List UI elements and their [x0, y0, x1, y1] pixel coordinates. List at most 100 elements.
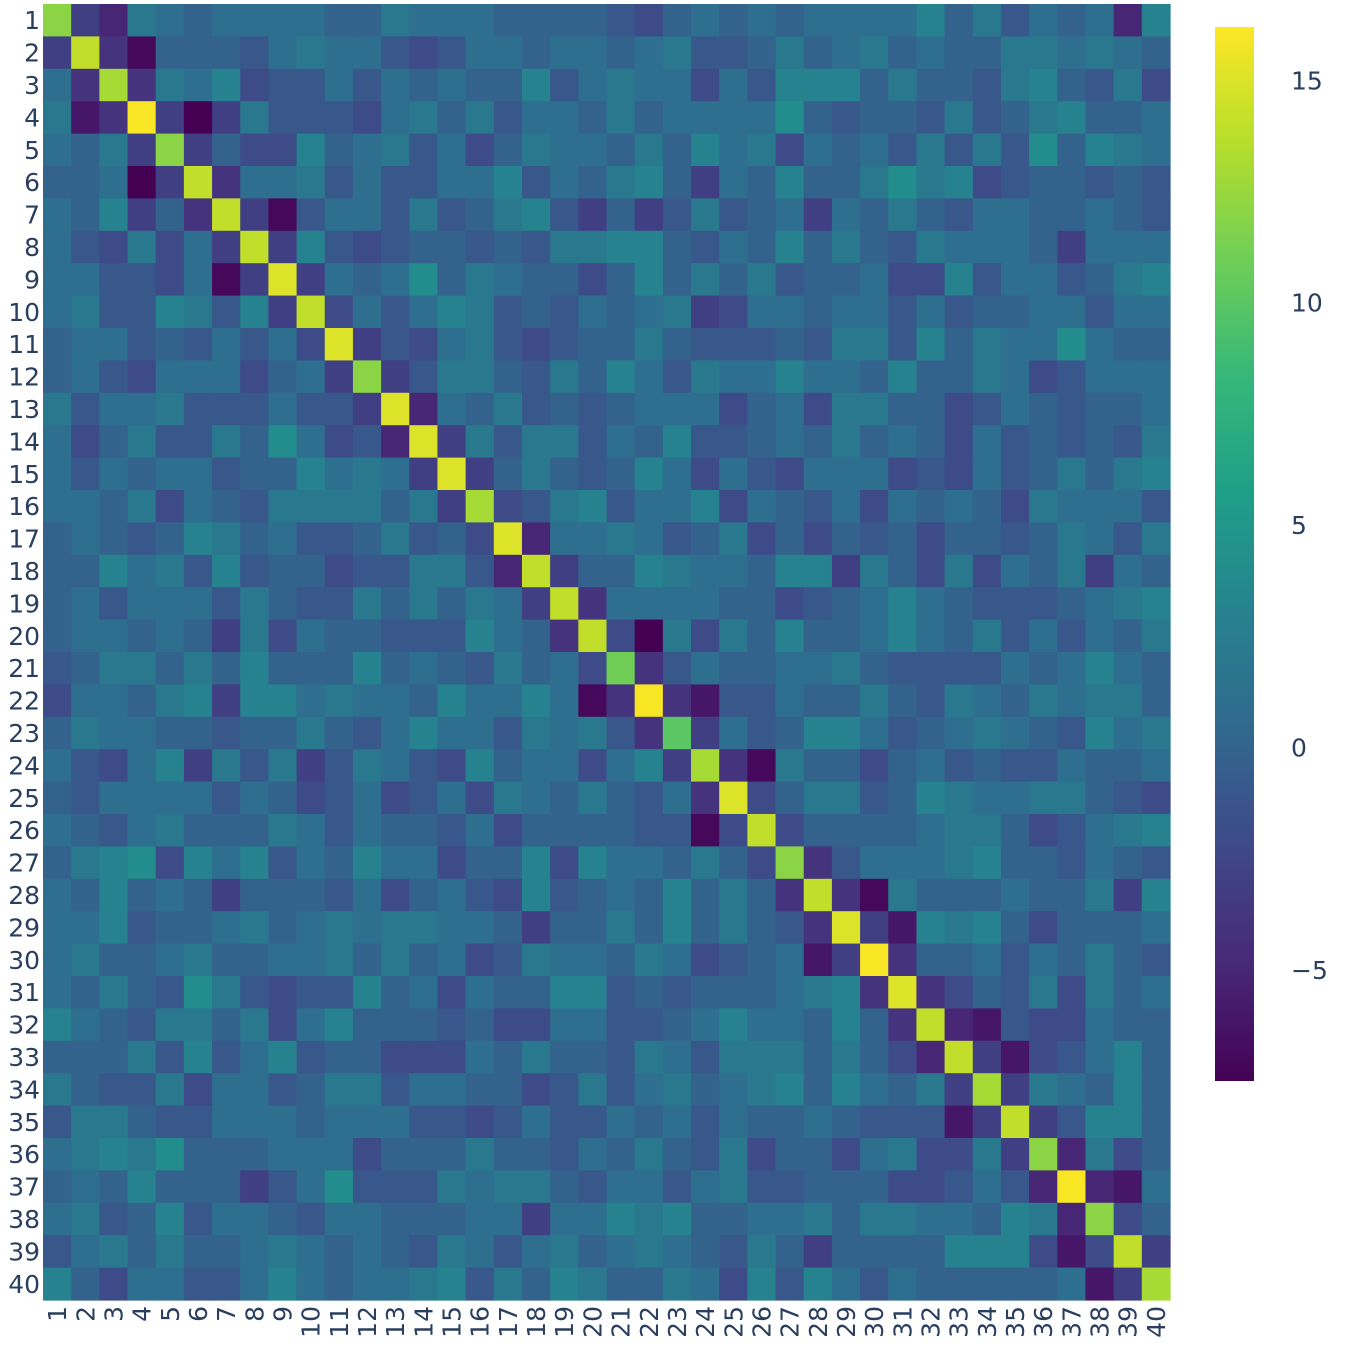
heatmap-cell — [578, 684, 608, 718]
heatmap-cell — [860, 328, 889, 361]
heatmap-cell — [662, 133, 692, 167]
heatmap-cell — [409, 684, 439, 718]
heatmap-cell — [1057, 878, 1087, 912]
heatmap-cell — [240, 263, 269, 297]
heatmap-cell — [972, 263, 1002, 297]
heatmap-cell — [409, 716, 439, 750]
heatmap-cell — [972, 295, 1002, 329]
heatmap-cell — [747, 166, 777, 199]
heatmap-cell — [465, 587, 495, 621]
heatmap-cell — [296, 263, 326, 297]
heatmap-cell — [747, 4, 777, 37]
heatmap-cell — [1141, 911, 1171, 945]
x-tick-label: 22 — [635, 1306, 664, 1338]
heatmap-cell — [1113, 749, 1143, 783]
heatmap-cell — [860, 166, 889, 199]
heatmap-cell — [409, 943, 439, 977]
heatmap-cell — [268, 230, 298, 264]
heatmap-cell — [916, 36, 946, 70]
heatmap-cell — [888, 943, 918, 977]
heatmap-cell — [1085, 328, 1115, 361]
heatmap-cell — [719, 846, 748, 880]
heatmap-cell — [521, 101, 551, 135]
heatmap-cell — [381, 911, 410, 945]
heatmap-cell — [493, 1138, 523, 1171]
y-tick-label: 19 — [8, 589, 40, 618]
heatmap-cell — [691, 101, 720, 135]
heatmap-cell — [916, 490, 946, 523]
heatmap-cell — [1085, 554, 1115, 588]
heatmap-cell — [1141, 522, 1171, 556]
heatmap-cell — [381, 295, 410, 329]
heatmap-cell — [747, 392, 777, 426]
heatmap-cell — [691, 295, 720, 329]
heatmap-cell — [803, 1202, 833, 1236]
heatmap-cell — [634, 68, 664, 102]
heatmap-cell — [324, 360, 354, 394]
heatmap-cell — [99, 652, 129, 685]
heatmap-cell — [1000, 814, 1030, 847]
y-axis-tick-labels: 1234567891011121314151617181920212223242… — [8, 6, 40, 1299]
heatmap-cell — [691, 425, 720, 459]
heatmap-cell — [888, 198, 918, 232]
heatmap-cell — [409, 263, 439, 297]
heatmap-cell — [155, 360, 185, 394]
heatmap-cell — [437, 295, 467, 329]
heatmap-cell — [155, 652, 185, 685]
heatmap-cell — [747, 328, 777, 361]
heatmap-cell — [803, 846, 833, 880]
heatmap-cell — [465, 522, 495, 556]
heatmap-cell — [1029, 328, 1058, 361]
heatmap-cell — [99, 425, 129, 459]
heatmap-cell — [944, 392, 974, 426]
heatmap-cell — [1000, 554, 1030, 588]
heatmap-cell — [521, 878, 551, 912]
heatmap-cell — [324, 166, 354, 199]
heatmap-cell — [634, 425, 664, 459]
heatmap-cell — [775, 230, 805, 264]
heatmap-cell — [183, 781, 213, 815]
heatmap-cell — [916, 198, 946, 232]
y-tick-label: 26 — [8, 816, 40, 845]
heatmap-cell — [240, 943, 269, 977]
heatmap-cell — [719, 749, 748, 783]
heatmap-cell — [775, 328, 805, 361]
heatmap-cell — [127, 360, 157, 394]
heatmap-cell — [296, 4, 326, 37]
heatmap-cell — [803, 263, 833, 297]
heatmap-cell — [634, 1008, 664, 1042]
heatmap-cell — [888, 1105, 918, 1139]
heatmap-cell — [1085, 716, 1115, 750]
heatmap-cell — [1141, 749, 1171, 783]
heatmap-cell — [1029, 814, 1058, 847]
heatmap-cell — [493, 1267, 523, 1301]
heatmap-cell — [634, 781, 664, 815]
heatmap-cell — [578, 328, 608, 361]
heatmap-cell — [1085, 198, 1115, 232]
heatmap-cell — [240, 4, 269, 37]
heatmap-cell — [268, 1008, 298, 1042]
heatmap-cell — [944, 198, 974, 232]
heatmap-cell — [324, 749, 354, 783]
heatmap-cell — [634, 814, 664, 847]
heatmap-cell — [1085, 295, 1115, 329]
heatmap-cell — [71, 360, 100, 394]
heatmap-cell — [324, 619, 354, 653]
heatmap-cell — [916, 328, 946, 361]
heatmap-cell — [803, 230, 833, 264]
heatmap-cell — [324, 1267, 354, 1301]
heatmap-cells — [43, 4, 1171, 1301]
heatmap-cell — [860, 1138, 889, 1171]
heatmap-cell — [521, 328, 551, 361]
heatmap-cell — [1141, 684, 1171, 718]
heatmap-cell — [212, 328, 241, 361]
heatmap-cell — [803, 911, 833, 945]
heatmap-cell — [860, 749, 889, 783]
heatmap-cell — [972, 1008, 1002, 1042]
heatmap-cell — [1057, 1235, 1087, 1269]
heatmap-cell — [662, 814, 692, 847]
x-tick-label: 27 — [776, 1306, 805, 1338]
heatmap-cell — [916, 814, 946, 847]
heatmap-cell — [1000, 230, 1030, 264]
y-tick-label: 23 — [8, 719, 40, 748]
